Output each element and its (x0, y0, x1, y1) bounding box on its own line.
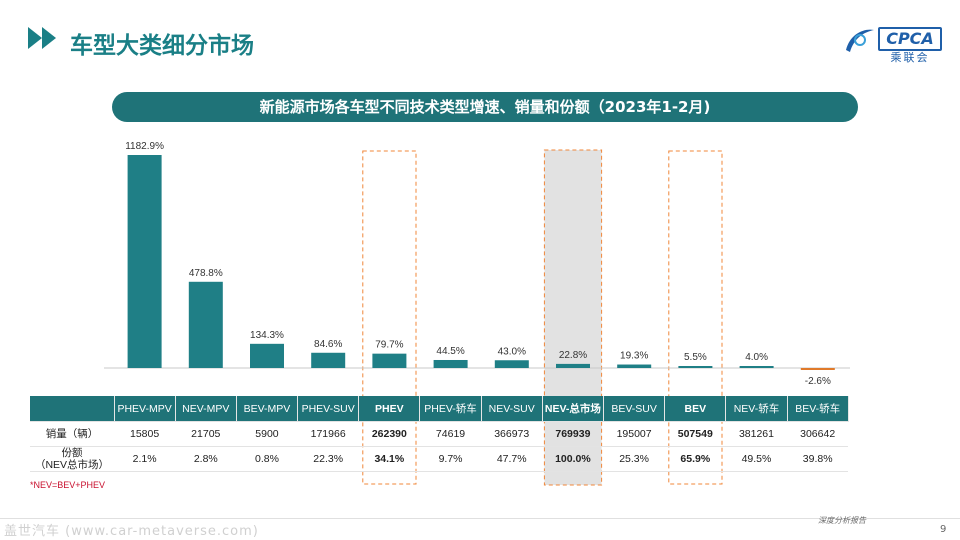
logo-subtitle: 乘联会 (890, 51, 930, 64)
table-cell: 100.0% (542, 446, 604, 472)
footer-watermark: 盖世汽车 (www.car-metaverse.com) (4, 524, 259, 539)
column-header: NEV-MPV (175, 396, 237, 422)
table-cell: 65.9% (664, 446, 726, 472)
table-cell: 195007 (603, 421, 665, 447)
table-cell: 366973 (481, 421, 543, 447)
table-cell: 9.7% (419, 446, 482, 472)
table-cell: 49.5% (725, 446, 788, 472)
column-header: PHEV-轿车 (419, 396, 482, 422)
bar-BEV-SUV (617, 364, 652, 368)
data-label: 478.8% (189, 268, 223, 279)
bar-BEV-轿车 (800, 368, 835, 370)
bar-NEV-总市场 (556, 363, 590, 368)
table-cell: 47.7% (481, 446, 543, 472)
table-header-row: PHEV-MPV NEV-MPV BEV-MPV PHEV-SUV PHEV PHEV-轿… (30, 396, 849, 422)
table-cell: 507549 (664, 421, 726, 447)
column-header: NEV-总市场 (542, 396, 605, 422)
report-label: 深度分析报告 (818, 516, 866, 525)
table-cell: 21705 (175, 421, 237, 447)
bar-NEV-MPV (188, 281, 223, 368)
column-header: PHEV-MPV (114, 396, 176, 422)
table-cell: 5900 (236, 421, 298, 447)
table-row: 份额 （NEV总市场） 2.1% 2.8% 0.8% 22.3% 34.1% 9.7% 47.7… (30, 446, 849, 472)
table-cell: 262390 (358, 421, 420, 447)
logo: CPCA (878, 27, 942, 51)
column-header: PHEV-SUV (297, 396, 360, 422)
column-header: NEV-轿车 (725, 396, 788, 422)
bar-NEV-SUV (494, 360, 529, 368)
bar-PHEV (372, 353, 407, 368)
column-header: NEV-SUV (481, 396, 543, 422)
data-label: 84.6% (314, 339, 342, 350)
bar-PHEV-轿车 (433, 359, 468, 368)
table-cell: 74619 (419, 421, 482, 447)
data-label: 44.5% (436, 346, 464, 357)
column-header: BEV-轿车 (787, 396, 849, 422)
table-cell: 39.8% (787, 446, 849, 472)
highlight-dashed-column (668, 150, 723, 485)
column-header: PHEV (358, 396, 421, 422)
table-cell: 34.1% (358, 446, 420, 472)
column-header: BEV-MPV (236, 396, 299, 422)
data-label: 43.0% (498, 346, 526, 357)
data-label: 5.5% (684, 352, 707, 363)
data-label: 19.3% (620, 351, 648, 362)
table-cell: 22.3% (297, 446, 359, 472)
highlight-dashed-column (362, 150, 417, 485)
chart-banner: 新能源市场各车型不同技术类型增速、销量和份额（2023年1-2月) (112, 92, 858, 122)
bar-BEV-MPV (250, 343, 284, 368)
footnote: *NEV=BEV+PHEV (30, 480, 106, 490)
table-cell: 25.3% (603, 446, 665, 472)
data-label: 1182.9% (125, 141, 164, 152)
data-label: 22.8% (559, 350, 587, 361)
row-label: 份额 （NEV总市场） (30, 446, 114, 472)
data-label: 134.3% (250, 330, 284, 341)
page-number: 9 (940, 524, 947, 535)
table-cell: 2.1% (114, 446, 176, 472)
bar-BEV (678, 366, 713, 368)
row-label: 销量（辆） (30, 421, 114, 447)
table-cell: 381261 (725, 421, 788, 447)
table-corner-cell (30, 396, 115, 422)
table-cell: 0.8% (236, 446, 298, 472)
table-cell: 769939 (542, 421, 604, 447)
data-label: 79.7% (375, 340, 403, 351)
bar-PHEV-SUV (311, 352, 346, 368)
chevron-icon (28, 27, 42, 49)
data-label: -2.6% (805, 376, 831, 387)
table-cell: 2.8% (175, 446, 237, 472)
bar-NEV-轿车 (739, 366, 774, 368)
logo-swirl-icon (846, 29, 874, 52)
column-header: BEV (664, 396, 727, 422)
table-row: 销量（辆） 15805 21705 5900 171966 262390 74619 3669… (30, 421, 849, 447)
table-cell: 306642 (787, 421, 849, 447)
bar-PHEV-MPV (127, 155, 162, 368)
data-table: PHEV-MPV NEV-MPV BEV-MPV PHEV-SUV PHEV PHEV-轿… (30, 396, 849, 472)
page-title: 车型大类细分市场 (70, 33, 254, 59)
data-label: 4.0% (745, 352, 768, 363)
table-cell: 171966 (297, 421, 359, 447)
column-header: BEV-SUV (603, 396, 666, 422)
table-cell: 15805 (114, 421, 176, 447)
chevron-icon (42, 27, 56, 49)
footer-divider (0, 518, 960, 519)
